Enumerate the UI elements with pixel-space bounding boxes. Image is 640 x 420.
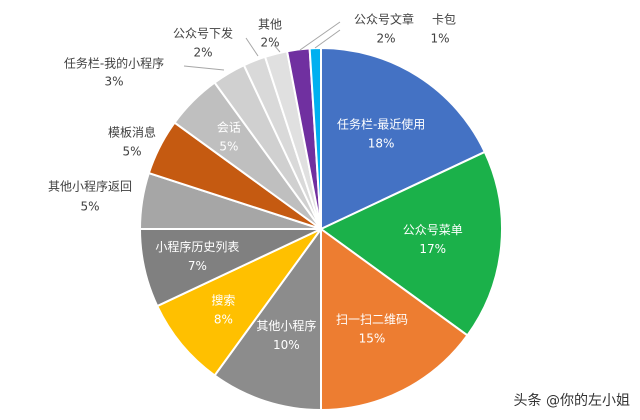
slice-value-label: 5% xyxy=(219,139,238,153)
slice-label: 扫一扫二维码 xyxy=(336,312,408,326)
slice-label: 任务栏-最近使用 xyxy=(337,117,425,132)
pie-slice xyxy=(320,46,487,231)
slice-label: 其他小程序 xyxy=(256,318,316,333)
pie-slice xyxy=(155,228,322,377)
slice-value-label: 8% xyxy=(214,312,233,326)
slice-value-label: 5% xyxy=(122,145,141,159)
pie-labels: 任务栏-最近使用 18% 公众号菜单 17% 扫一扫二维码 15% 其他小程序 10% 搜索 8%… xyxy=(48,12,463,353)
leader-line xyxy=(273,44,281,53)
slice-label: 小程序历史列表 xyxy=(155,239,239,254)
slice-value-label: 3% xyxy=(104,75,123,89)
slice-label: 搜索 xyxy=(211,292,235,307)
slice-value-label: 18% xyxy=(368,137,395,151)
slice-label: 其他小程序返回 xyxy=(48,179,132,194)
leader-line xyxy=(314,29,341,49)
pie-slices xyxy=(138,46,503,412)
slice-label: 任务栏-我的小程序 xyxy=(64,56,164,71)
slice-value-label: 17% xyxy=(419,242,446,256)
slice-value-label: 7% xyxy=(188,259,207,273)
slice-label: 公众号菜单 xyxy=(403,223,463,237)
slice-value-label: 5% xyxy=(80,200,99,214)
pie-slice xyxy=(320,227,469,412)
slice-label: 公众号下发 xyxy=(173,26,233,41)
watermark-text: 头条 @你的左小姐 xyxy=(513,393,630,409)
slice-label: 会话 xyxy=(217,120,241,134)
pie-slice xyxy=(319,150,503,337)
slice-label: 其他 xyxy=(258,18,282,32)
slice-value-label: 2% xyxy=(193,46,212,60)
pie-slice xyxy=(213,225,322,412)
slice-value-label: 10% xyxy=(273,338,300,352)
leader-line xyxy=(299,21,341,51)
slice-value-label: 2% xyxy=(260,36,279,50)
slice-value-label: 2% xyxy=(376,32,395,46)
slice-label: 卡包 xyxy=(432,13,456,27)
slice-value-label: 15% xyxy=(359,331,386,345)
slice-label: 公众号文章 xyxy=(354,12,414,27)
slice-value-label: 1% xyxy=(430,32,449,46)
slice-label: 模板消息 xyxy=(108,125,156,140)
leader-line xyxy=(245,37,259,57)
leader-line xyxy=(183,65,225,71)
